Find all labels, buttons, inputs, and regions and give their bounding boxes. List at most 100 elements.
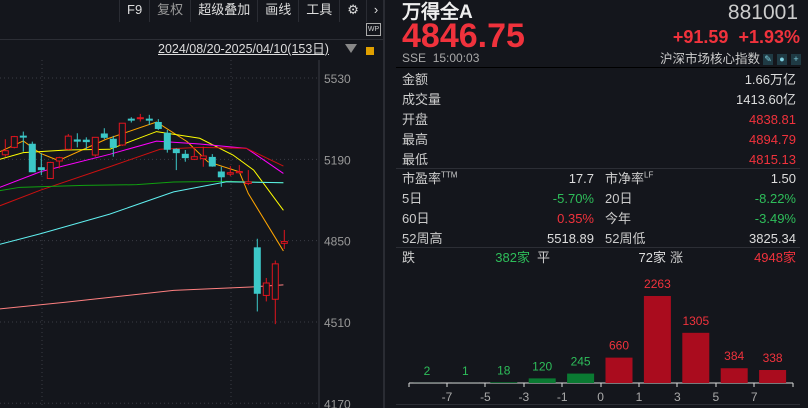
candle (19, 131, 27, 152)
histogram-bar (567, 373, 595, 383)
x-tick-label: 7 (751, 390, 758, 404)
bell-icon[interactable]: ● (777, 54, 787, 65)
stat-value: 1.66万亿 (744, 72, 796, 87)
adjust-button[interactable]: 复权 (149, 0, 190, 22)
candle-body (10, 136, 18, 148)
candle (10, 135, 18, 149)
candle (244, 170, 252, 186)
x-tick-label: -7 (442, 390, 453, 404)
date-range-link[interactable]: 2024/08/20-2025/04/10(153日) (158, 42, 329, 56)
histogram-bar (720, 368, 748, 383)
last-price: 4846.75 (402, 17, 525, 55)
candle (163, 129, 171, 153)
candle-body (181, 153, 189, 159)
tools-button[interactable]: 工具 (298, 0, 339, 22)
histogram-bar (605, 357, 633, 383)
candle (118, 122, 126, 146)
candle (100, 128, 108, 140)
bar-value-label: 2263 (644, 277, 671, 291)
candle (1, 139, 9, 157)
ratio-label: 市盈率TTM (402, 170, 458, 186)
dropdown-icon[interactable] (345, 44, 357, 53)
bar-value-label: 338 (763, 351, 783, 365)
quote-time: 15:00:03 (432, 51, 480, 65)
index-category: 沪深市场核心指数 (659, 52, 760, 66)
stat-value: 4838.81 (749, 112, 796, 127)
ratio-label: 52周高 (402, 231, 443, 246)
candle (154, 119, 162, 130)
add-icon[interactable]: + (791, 54, 801, 65)
candle (73, 133, 81, 148)
candle-body (136, 117, 144, 120)
down-count: 382家 (495, 250, 530, 265)
up-count: 4948家 (754, 250, 796, 265)
f9-button[interactable]: F9 (119, 0, 149, 22)
ratio-value: 5518.89 (547, 231, 594, 246)
bar-value-label: 18 (497, 363, 511, 377)
x-tick-label: -3 (518, 390, 529, 404)
candle (217, 166, 225, 187)
stat-label: 最高 (402, 132, 429, 147)
toolbar: F9 复权 超级叠加 画线 工具 ⚙ › (119, 0, 385, 22)
candle (262, 277, 270, 302)
change: +91.59 +1.93% (673, 27, 800, 47)
candle-body (217, 171, 225, 178)
wp-icon[interactable]: WP (366, 23, 381, 36)
y-tick-label: 4170 (324, 397, 351, 408)
x-tick-label: -5 (480, 390, 491, 404)
flat-count: 72家 (638, 250, 666, 265)
candle (190, 148, 198, 161)
candle-body (118, 122, 126, 146)
candle (91, 136, 99, 157)
candle-body (172, 148, 180, 154)
breadth-histogram: -7 -5 -3 -1 0 1 3 5 7 2 1 18 120 245 660 2263 1305 384 338 (408, 277, 794, 404)
candle-body (1, 150, 9, 156)
ratio-value: -3.49% (754, 211, 796, 226)
candle (253, 238, 261, 312)
candle (55, 156, 63, 169)
bar-value-label: 2 (424, 364, 431, 378)
candlestick-chart[interactable]: 5530 5190 4850 4510 4170 (0, 60, 384, 408)
candle (109, 135, 117, 157)
ratio-label: 20日 (605, 191, 633, 206)
candle-body (82, 139, 90, 143)
candle-body (262, 282, 270, 296)
candle-body (190, 156, 198, 160)
candle-body (280, 240, 288, 244)
exchange-time: SSE 15:00:03 (402, 52, 479, 65)
overlay-button[interactable]: 超级叠加 (190, 0, 257, 22)
ratio-label: 5日 (402, 191, 423, 206)
lock-icon[interactable] (366, 47, 374, 55)
candle-body (253, 247, 261, 294)
y-tick-label: 4510 (324, 316, 351, 330)
bar-value-label: 1305 (682, 314, 709, 328)
candle (145, 114, 153, 125)
draw-button[interactable]: 画线 (257, 0, 298, 22)
exchange: SSE (402, 51, 427, 65)
gear-icon[interactable]: ⚙ (339, 0, 366, 22)
candle (127, 117, 135, 123)
candle-body (28, 143, 36, 173)
stat-label: 最低 (402, 152, 429, 167)
moving-average-line (0, 131, 284, 211)
candle-body (19, 135, 27, 138)
ratio-value: 1.50 (770, 171, 796, 186)
candle-body (208, 156, 216, 167)
x-tick-label: -1 (557, 390, 568, 404)
ratio-label: 今年 (605, 211, 632, 226)
candle (37, 153, 45, 176)
candle-body (244, 181, 252, 184)
candle-body (154, 121, 162, 129)
panel-divider (383, 0, 385, 408)
stat-label: 金额 (402, 72, 429, 87)
candle-body (271, 263, 279, 300)
bar-value-label: 120 (532, 359, 552, 373)
x-tick-label: 0 (597, 390, 604, 404)
ratio-value: 3825.34 (749, 231, 796, 246)
chevron-right-icon[interactable]: › (365, 0, 385, 22)
edit-icon[interactable]: ✎ (763, 54, 773, 65)
candle-body (226, 172, 234, 175)
histogram-bar (528, 378, 556, 383)
stat-value: 1413.60亿 (736, 92, 796, 107)
candle-body (73, 139, 81, 142)
